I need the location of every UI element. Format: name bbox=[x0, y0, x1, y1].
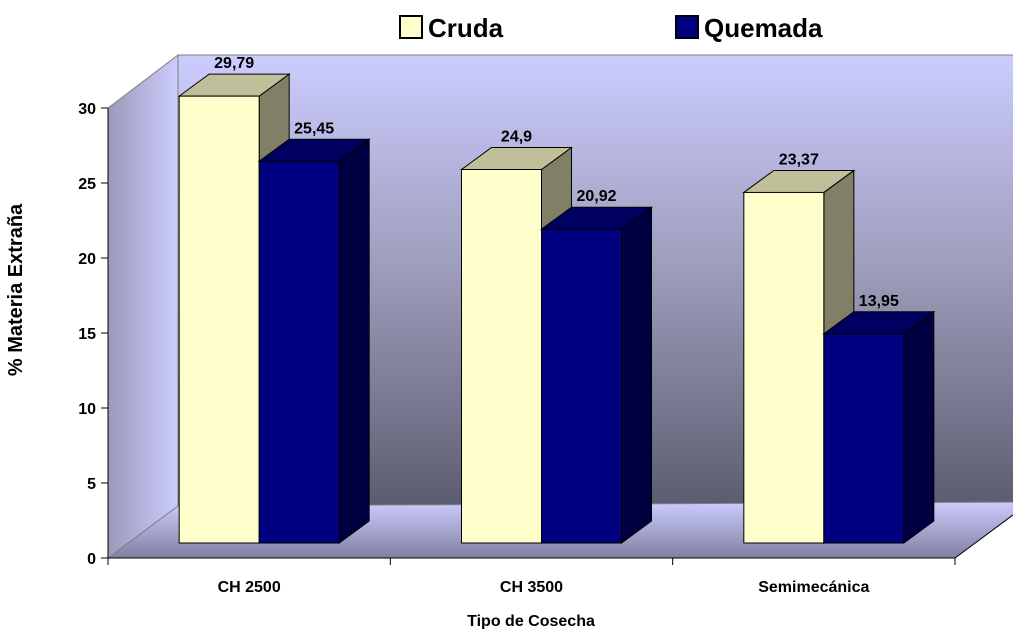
data-label: 20,92 bbox=[576, 188, 616, 205]
data-label: 13,95 bbox=[859, 293, 899, 310]
bar bbox=[823, 333, 905, 544]
y-axis-title: % Materia Extraña bbox=[5, 203, 27, 376]
data-label: 24,9 bbox=[501, 129, 532, 146]
bar-side bbox=[903, 310, 935, 544]
bar bbox=[258, 160, 340, 544]
y-tick-label: 5 bbox=[87, 476, 96, 493]
legend-swatch bbox=[675, 15, 699, 39]
y-tick-label: 25 bbox=[78, 176, 96, 193]
bar bbox=[461, 169, 542, 544]
data-label: 25,45 bbox=[294, 120, 334, 137]
y-tick-label: 30 bbox=[78, 101, 96, 118]
x-tick-label: Semimecánica bbox=[758, 579, 869, 596]
legend-label: Cruda bbox=[428, 13, 504, 43]
x-tick-label: CH 3500 bbox=[500, 579, 563, 596]
bar-side bbox=[338, 138, 370, 544]
floor-edge bbox=[954, 514, 1013, 559]
legend-label: Quemada bbox=[704, 13, 823, 43]
bar bbox=[541, 228, 622, 544]
side-wall bbox=[107, 53, 179, 559]
data-label: 23,37 bbox=[779, 151, 819, 168]
x-axis-title: Tipo de Cosecha bbox=[467, 613, 595, 629]
bar bbox=[178, 95, 260, 544]
y-tick-label: 0 bbox=[87, 551, 96, 568]
y-tick-label: 20 bbox=[78, 251, 96, 268]
data-label: 29,79 bbox=[214, 55, 254, 72]
x-tick-label: CH 2500 bbox=[218, 579, 281, 596]
bar bbox=[743, 191, 825, 544]
y-tick-label: 10 bbox=[78, 401, 96, 418]
bar-side bbox=[621, 206, 652, 544]
legend-swatch bbox=[399, 15, 423, 39]
y-tick-label: 15 bbox=[78, 326, 96, 343]
